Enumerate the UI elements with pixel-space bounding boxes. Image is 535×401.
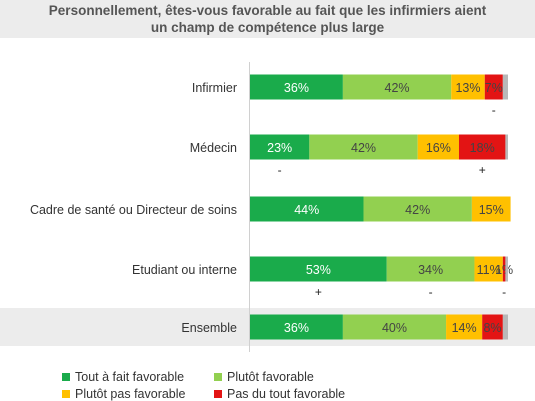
bar-ensemble-plutot-favorable (342, 314, 447, 340)
bar-etudiant-ou-interne-plutot-favorable (386, 256, 475, 282)
bar-medecin-autre (505, 134, 508, 160)
bar-cadre-de-sante-ou-directeur-de-soins-plutot-favorable (363, 196, 472, 222)
significance-marker-etudiant-ou-interne-0: + (315, 285, 322, 299)
data-label-infirmier-plutot-favorable: 42% (385, 81, 410, 95)
data-label-ensemble-plutot-favorable: 40% (382, 321, 407, 335)
bar-etudiant-ou-interne-autre (505, 256, 508, 282)
data-label-etudiant-ou-interne-plutot-pas-favorable: 11% (477, 263, 501, 277)
bar-infirmier-tout-a-fait-favorable (250, 74, 343, 100)
bar-cadre-de-sante-ou-directeur-de-soins-plutot-pas-favorable (471, 196, 511, 222)
data-label-etudiant-ou-interne-tout-a-fait-favorable: 53% (306, 263, 331, 277)
category-label-ensemble: Ensemble (181, 321, 237, 335)
bar-etudiant-ou-interne-plutot-pas-favorable (474, 256, 503, 282)
legend-label-plutot-favorable: Plutôt favorable (227, 370, 314, 384)
bar-infirmier-plutot-pas-favorable (451, 74, 485, 100)
bar-cadre-de-sante-ou-directeur-de-soins-tout-a-fait-favorable (250, 196, 364, 222)
category-label-infirmier: Infirmier (192, 81, 237, 95)
data-label-infirmier-plutot-pas-favorable: 13% (455, 81, 480, 95)
bar-ensemble-plutot-pas-favorable (446, 314, 483, 340)
bar-etudiant-ou-interne-tout-a-fait-favorable (250, 256, 387, 282)
legend-swatch-plutot-favorable (214, 373, 222, 381)
title-band: Personnellement, êtes-vous favorable au … (0, 0, 535, 38)
category-label-medecin: Médecin (190, 141, 237, 155)
significance-marker-etudiant-ou-interne-1: - (429, 285, 433, 299)
data-label-cadre-de-sante-ou-directeur-de-soins-plutot-favorable: 42% (405, 203, 430, 217)
data-label-infirmier-tout-a-fait-favorable: 36% (284, 81, 309, 95)
data-label-ensemble-pas-du-tout-favorable: 8% (483, 321, 501, 335)
legend-label-pas-du-tout: Pas du tout favorable (227, 387, 346, 401)
legend-item-plutot-favorable: Plutôt favorable (214, 370, 314, 384)
legend-swatch-plutot-pas (62, 390, 70, 398)
data-label-cadre-de-sante-ou-directeur-de-soins-plutot-pas-favorable: 15% (479, 203, 504, 217)
data-label-medecin-plutot-pas-favorable: 16% (426, 141, 451, 155)
chart-title-line-1: Personnellement, êtes-vous favorable au … (48, 3, 487, 18)
bar-medecin-pas-du-tout-favorable (458, 134, 506, 160)
legend-label-tout-a-fait: Tout à fait favorable (75, 370, 185, 384)
bar-etudiant-ou-interne-pas-du-tout-favorable (502, 256, 506, 282)
bar-infirmier-pas-du-tout-favorable (484, 74, 503, 100)
significance-marker-medecin-3: + (479, 163, 486, 177)
chart-title-line-2: un champ de compétence plus large (150, 20, 385, 35)
data-label-ensemble-plutot-pas-favorable: 14% (452, 321, 477, 335)
data-label-medecin-plutot-favorable: 42% (351, 141, 376, 155)
significance-marker-etudiant-ou-interne-3: - (502, 285, 506, 299)
legend-swatch-tout-a-fait (62, 373, 70, 381)
bar-ensemble-autre (502, 314, 508, 340)
category-label-etudiant-ou-interne: Etudiant ou interne (132, 263, 237, 277)
legend-swatch-pas-du-tout (214, 390, 222, 398)
data-label-medecin-tout-a-fait-favorable: 23% (267, 141, 292, 155)
bar-ensemble-pas-du-tout-favorable (482, 314, 503, 340)
legend-label-plutot-pas: Plutôt pas favorable (75, 387, 186, 401)
significance-marker-medecin-0: - (278, 163, 282, 177)
data-label-etudiant-ou-interne-pas-du-tout-favorable: 1% (495, 263, 513, 277)
data-label-infirmier-pas-du-tout-favorable: 7% (485, 81, 503, 95)
data-label-etudiant-ou-interne-plutot-favorable: 34% (418, 263, 443, 277)
bar-infirmier-autre (502, 74, 508, 100)
legend-item-plutot-pas: Plutôt pas favorable (62, 387, 186, 401)
bar-medecin-tout-a-fait-favorable (250, 134, 310, 160)
data-label-ensemble-tout-a-fait-favorable: 36% (284, 321, 309, 335)
category-label-cadre-de-sante-ou-directeur-de-soins: Cadre de santé ou Directeur de soins (30, 203, 237, 217)
bar-ensemble-tout-a-fait-favorable (250, 314, 343, 340)
legend-item-tout-a-fait: Tout à fait favorable (62, 370, 184, 384)
bar-medecin-plutot-pas-favorable (417, 134, 459, 160)
bar-infirmier-plutot-favorable (342, 74, 452, 100)
data-label-medecin-pas-du-tout-favorable: 18% (470, 141, 495, 155)
bar-medecin-plutot-favorable (309, 134, 418, 160)
data-label-cadre-de-sante-ou-directeur-de-soins-tout-a-fait-favorable: 44% (294, 203, 319, 217)
significance-marker-infirmier-3: - (492, 103, 496, 117)
legend-item-pas-du-tout: Pas du tout favorable (214, 387, 345, 401)
